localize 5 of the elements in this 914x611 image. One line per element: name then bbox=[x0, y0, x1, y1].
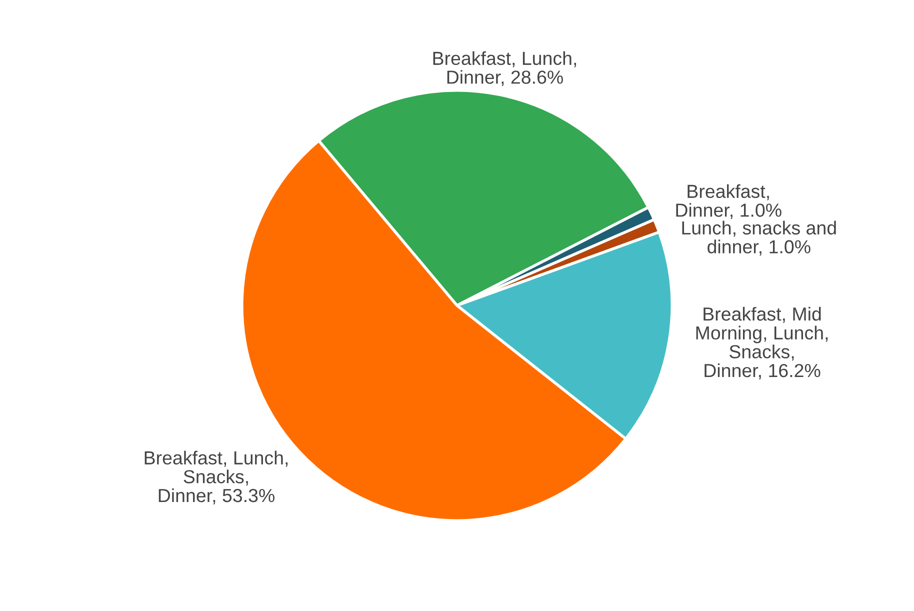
slice-label: Breakfast, Dinner, 1.0% bbox=[676, 184, 782, 220]
slice-label: Breakfast, Lunch, Dinner, 28.6% bbox=[433, 51, 576, 86]
slice-label: Breakfast, Mid Morning, Lunch, Snacks, Dinner, 16.2% bbox=[696, 306, 828, 380]
slice-label: Lunch, snacks and dinner, 1.0% bbox=[682, 220, 836, 256]
slice-label: Breakfast, Lunch, Snacks, Dinner, 53.3% bbox=[144, 450, 288, 504]
